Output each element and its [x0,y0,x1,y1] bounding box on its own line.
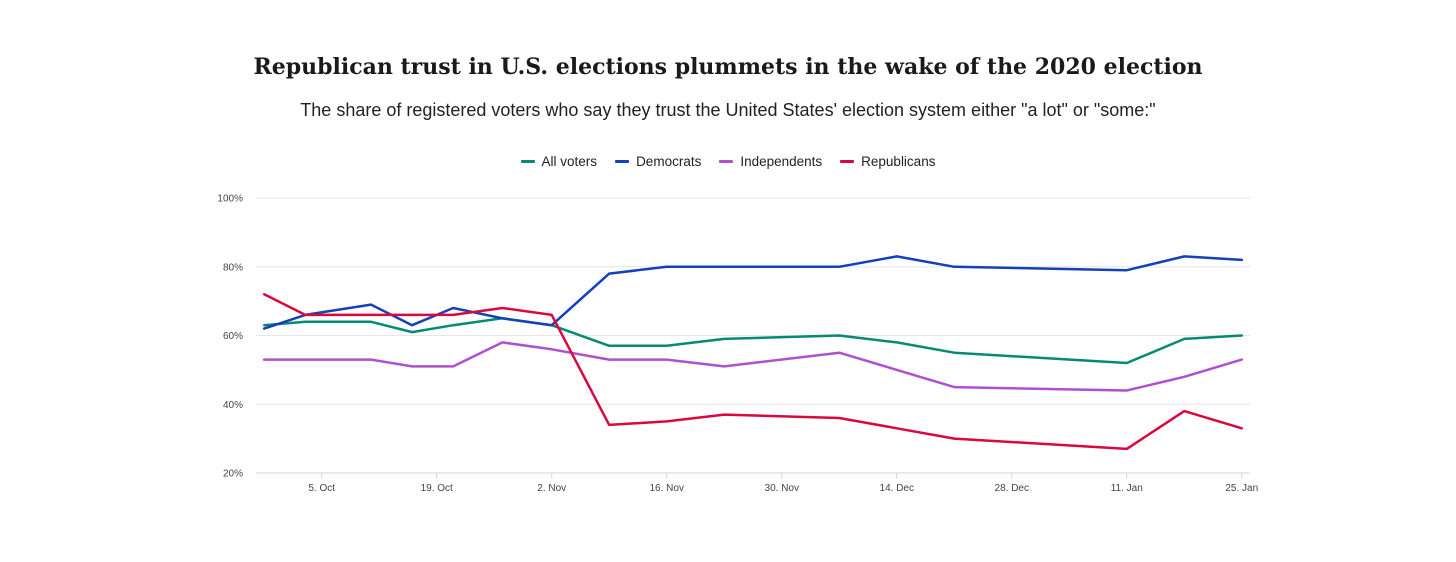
x-tick-label: 19. Oct [421,483,453,494]
y-tick-label: 80% [223,262,243,273]
series-line-all-voters[interactable] [262,317,1244,365]
legend-item-independents[interactable]: Independents [719,154,822,169]
y-tick-label: 60% [223,331,243,342]
y-tick-label: 20% [223,469,243,480]
legend-label: Democrats [636,154,702,169]
legend-swatch [719,160,734,163]
legend-label: Republicans [861,154,936,169]
chart-legend: All voters Democrats Independents Republ… [0,154,1456,169]
legend-item-democrats[interactable]: Democrats [615,154,701,169]
series-line-republicans[interactable] [262,293,1244,451]
chart-gridlines [256,197,1250,474]
series-line-independents[interactable] [262,341,1244,392]
x-tick-label: 16. Nov [650,483,684,494]
x-tick-label: 30. Nov [765,483,799,494]
legend-item-republicans[interactable]: Republicans [840,154,935,169]
x-tick-label: 28. Dec [995,483,1029,494]
x-tick-label: 11. Jan [1111,483,1143,494]
x-tick-label: 2. Nov [537,483,566,494]
x-tick-label: 14. Dec [880,483,914,494]
chart-title: Republican trust in U.S. elections plumm… [253,54,1203,80]
y-axis: 20% 40% 60% 80% 100% [217,194,243,480]
x-tick-label: 25. Jan [1225,483,1258,494]
legend-label: All voters [541,154,598,169]
y-tick-label: 40% [223,400,243,411]
y-tick-label: 100% [217,194,243,205]
legend-item-all-voters[interactable]: All voters [520,154,598,169]
x-tick-label: 5. Oct [308,483,335,494]
legend-swatch [520,160,535,163]
legend-swatch [615,160,630,163]
x-axis: 5. Oct 19. Oct 2. Nov 16. Nov 30. Nov 14. Dec… [256,472,1258,494]
legend-swatch [840,160,855,163]
legend-label: Independents [740,154,823,169]
chart-subtitle: The share of registered voters who say t… [300,100,1156,120]
chart-series [262,255,1244,451]
